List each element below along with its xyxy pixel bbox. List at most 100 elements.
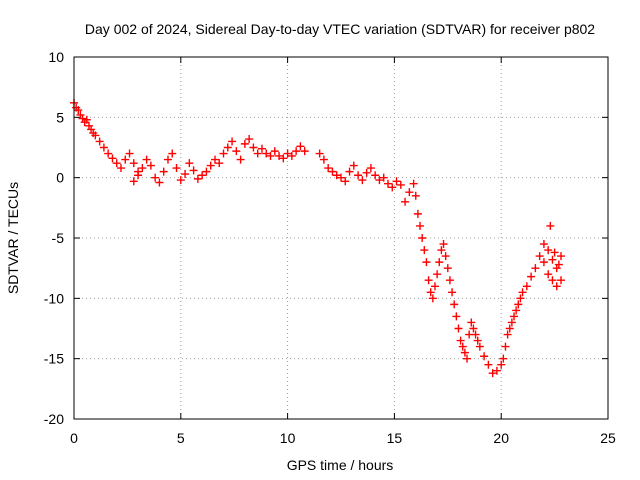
data-point: [375, 176, 384, 185]
data-point: [358, 176, 367, 185]
data-point: [185, 159, 194, 168]
y-tick-label: -10: [44, 290, 64, 306]
data-point: [129, 159, 138, 168]
data-point: [452, 312, 461, 321]
data-point: [501, 342, 510, 351]
data-point: [315, 149, 324, 158]
data-point: [287, 151, 296, 160]
data-point: [193, 174, 202, 183]
data-point: [435, 258, 444, 267]
data-point: [232, 147, 241, 156]
data-point: [439, 240, 448, 249]
data-point: [159, 167, 168, 176]
data-point: [300, 147, 309, 156]
data-point: [548, 255, 557, 264]
data-point: [516, 294, 525, 303]
data-point: [112, 159, 121, 168]
data-point: [219, 149, 228, 158]
data-point: [503, 330, 512, 339]
data-point: [228, 137, 237, 146]
data-point: [409, 179, 418, 188]
data-point: [388, 183, 397, 192]
data-point: [296, 142, 305, 151]
data-point: [215, 159, 224, 168]
tick-labels: 0 5 10 15 20 25 -20 -15 -10 -5 0 5 10: [44, 49, 616, 446]
data-point: [554, 260, 563, 269]
data-point: [522, 282, 531, 291]
data-point: [168, 149, 177, 158]
data-point: [544, 246, 553, 255]
data-point: [510, 312, 519, 321]
data-point: [492, 366, 501, 375]
data-point: [125, 149, 134, 158]
data-point: [405, 188, 414, 197]
data-point: [189, 166, 198, 175]
data-point: [95, 137, 104, 146]
data-point: [531, 264, 540, 273]
data-point: [488, 369, 497, 378]
data-point: [337, 173, 345, 182]
y-tick-label: 0: [56, 170, 64, 186]
data-point: [253, 149, 262, 158]
data-point: [454, 324, 463, 333]
data-point: [441, 252, 450, 261]
data-point: [262, 149, 271, 158]
data-point: [155, 178, 164, 187]
data-point: [428, 294, 437, 303]
data-point: [349, 161, 358, 170]
data-point: [82, 115, 91, 124]
data-point: [163, 155, 172, 164]
data-point: [129, 177, 138, 186]
data-point: [383, 179, 392, 188]
data-point: [345, 167, 354, 176]
data-point: [546, 221, 555, 230]
data-point: [505, 324, 514, 333]
data-point: [411, 191, 420, 200]
data-point: [116, 164, 125, 173]
data-point: [240, 139, 249, 148]
x-tick-label: 5: [177, 430, 185, 446]
chart-title: Day 002 of 2024, Sidereal Day-to-day VTE…: [85, 21, 595, 37]
data-point: [328, 167, 337, 176]
data-series-sdtvar: [70, 98, 566, 378]
data-point: [426, 288, 435, 297]
data-point: [142, 155, 151, 164]
data-point: [138, 164, 147, 173]
data-point: [443, 264, 452, 273]
data-point: [539, 240, 548, 249]
data-point: [266, 151, 275, 160]
data-point: [418, 234, 427, 242]
x-tick-label: 20: [493, 430, 509, 446]
data-point: [471, 330, 480, 339]
grid: [74, 57, 608, 419]
data-point: [416, 221, 425, 230]
data-point: [362, 168, 371, 177]
data-point: [514, 300, 523, 309]
data-point: [507, 318, 516, 327]
data-point: [557, 276, 566, 285]
data-point: [497, 360, 506, 369]
data-point: [108, 154, 117, 163]
data-point: [279, 154, 288, 163]
data-point: [392, 177, 401, 186]
data-point: [121, 155, 130, 164]
x-tick-label: 0: [70, 430, 78, 446]
data-point: [448, 288, 457, 297]
data-point: [292, 147, 301, 156]
data-point: [456, 336, 465, 345]
data-point: [324, 164, 333, 173]
data-point: [535, 252, 544, 261]
data-point: [458, 342, 467, 351]
data-point: [475, 342, 484, 351]
data-point: [245, 135, 254, 144]
data-point: [181, 170, 190, 179]
data-point: [146, 161, 155, 170]
y-axis-label: SDTVAR / TECUs: [5, 182, 21, 294]
data-point: [424, 276, 433, 285]
data-point: [420, 246, 429, 255]
data-point: [401, 197, 410, 206]
data-point: [198, 171, 207, 180]
x-tick-label: 25: [600, 430, 616, 446]
x-axis-label: GPS time / hours: [287, 457, 394, 473]
